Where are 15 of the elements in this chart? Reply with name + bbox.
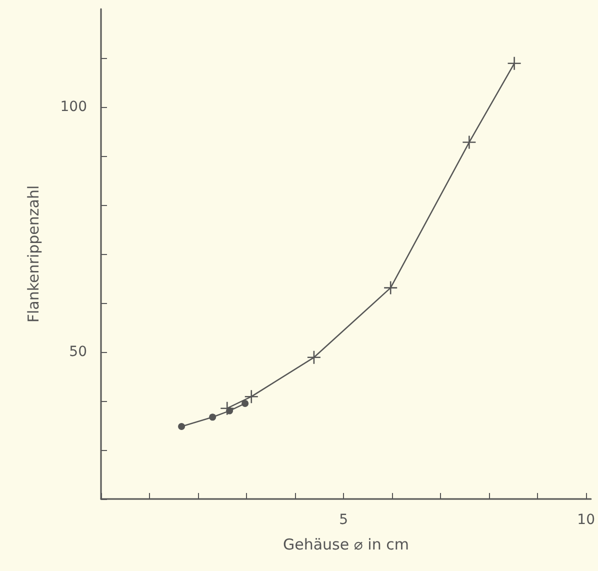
point bbox=[384, 281, 398, 294]
point bbox=[462, 136, 476, 149]
point bbox=[508, 56, 521, 70]
point bbox=[220, 402, 234, 415]
x-axis-title: Gehäuse ⌀ in cm bbox=[282, 536, 409, 554]
point bbox=[242, 400, 249, 407]
y-tick-label: 100 bbox=[60, 99, 87, 115]
point bbox=[209, 414, 216, 421]
point bbox=[307, 350, 320, 364]
x-tick-label: 10 bbox=[577, 512, 596, 528]
x-tick-label: 5 bbox=[339, 512, 348, 528]
y-tick-label: 50 bbox=[69, 344, 87, 360]
point bbox=[178, 422, 186, 430]
point bbox=[244, 390, 258, 404]
y-axis-title: Flankenrippenzahl bbox=[24, 185, 42, 323]
